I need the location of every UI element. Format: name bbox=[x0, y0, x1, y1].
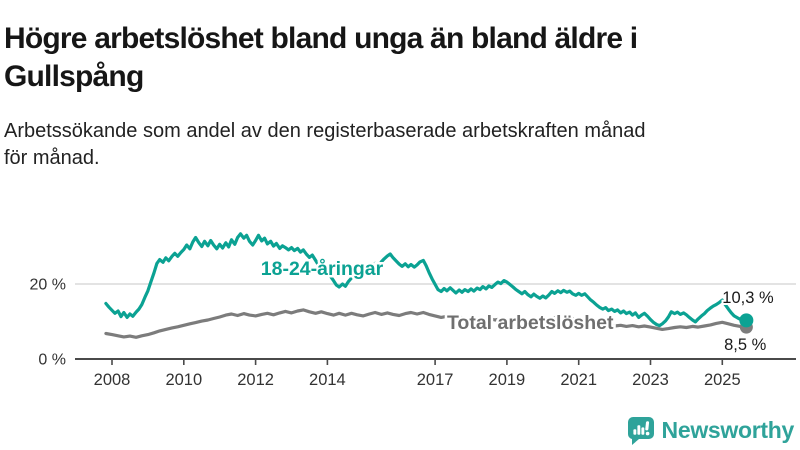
subtitle-line-2: för månad. bbox=[4, 146, 100, 169]
subtitle-line-1: Arbetssökande som andel av den registerb… bbox=[4, 120, 646, 142]
x-axis-tick-label: 2021 bbox=[560, 371, 597, 389]
x-axis-tick-label: 2023 bbox=[632, 371, 669, 389]
y-axis-tick-label: 20 % bbox=[30, 277, 66, 294]
series-label-youth: 18-24-åringar bbox=[261, 257, 384, 280]
x-axis-tick-label: 2008 bbox=[94, 371, 131, 389]
x-axis-tick-label: 2010 bbox=[165, 371, 202, 389]
end-value-label-youth: 10,3 % bbox=[722, 289, 774, 307]
series-line-youth bbox=[104, 232, 749, 328]
end-dot-youth bbox=[739, 313, 754, 328]
chart-subtitle: Arbetssökande som andel av den registerb… bbox=[4, 118, 796, 171]
newsworthy-logo-text: Newsworthy bbox=[661, 417, 795, 443]
unemployment-line-chart: 0 % 20 % 2008 2010 2012 2014 2017 2019 2021 2023 2… bbox=[30, 232, 796, 389]
y-axis-tick-label: 0 % bbox=[38, 352, 66, 369]
x-axis-tick-label: 2025 bbox=[704, 371, 741, 389]
series-label-total: Total arbetslöshet bbox=[447, 312, 614, 334]
x-axis-tick-label: 2014 bbox=[309, 371, 346, 389]
newsworthy-logo[interactable]: Newsworthy bbox=[626, 415, 794, 446]
x-axis-tick-label: 2012 bbox=[237, 371, 274, 389]
series-line-total bbox=[104, 308, 749, 339]
page-title: Högre arbetslöshet bland unga än bland ä… bbox=[4, 22, 638, 94]
end-value-label-total: 8,5 % bbox=[724, 336, 767, 354]
newsworthy-bar-chart-icon bbox=[627, 417, 654, 445]
x-axis-tick-label: 2017 bbox=[417, 371, 454, 389]
x-axis-tick-label: 2019 bbox=[489, 371, 526, 389]
